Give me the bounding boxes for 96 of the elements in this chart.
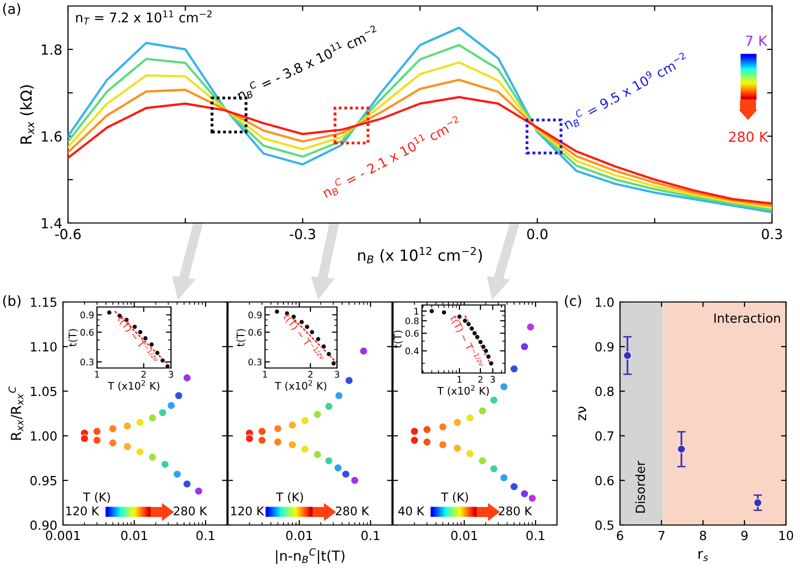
y-tick-label: 0.8: [405, 317, 419, 324]
point: [469, 326, 474, 332]
point: [160, 358, 166, 364]
x-tick-label: 1: [95, 371, 100, 378]
y-axis-title: t(T): [68, 329, 78, 347]
x-tick-label: 10: [779, 530, 794, 540]
point: [138, 329, 143, 335]
point: [478, 339, 484, 345]
y-tick-label: 0.3: [80, 358, 94, 366]
text: (b): [3, 295, 20, 308]
annotation: T (K): [441, 492, 468, 503]
point: [474, 334, 480, 340]
y-axis-title: zν: [578, 406, 586, 420]
x-tick-label: -0.3: [290, 228, 316, 240]
y-tick-label: 1: [414, 308, 418, 314]
x-tick-label: 0.1: [196, 530, 214, 540]
y-axis-title: R$_{xx}$/R$_{xx}$$^{C}$: [8, 386, 24, 440]
annotation: T (K): [83, 492, 110, 503]
y-tick-label: 1.0: [596, 297, 614, 307]
point: [677, 445, 686, 454]
text: (c): [564, 295, 582, 308]
annotation: t(T) ~ T$^{−1/zν}$: [448, 314, 484, 369]
x-tick-label: 1: [458, 376, 462, 383]
y-tick-label: 1.15: [30, 298, 56, 307]
annotation: T (K): [276, 492, 303, 503]
x-tick-label: 0.001: [46, 530, 80, 540]
x-tick-label: 0.1: [361, 530, 380, 540]
x-tick-label: 2: [141, 370, 146, 378]
y-tick-label: 0.9: [248, 312, 262, 318]
annotation: 280 K: [336, 506, 370, 516]
y-tick-label: 1.00: [30, 431, 57, 441]
point: [472, 330, 478, 336]
x-axis-title: T (x10$^{2}$ K): [108, 380, 160, 391]
text: (a): [3, 3, 20, 16]
annotation: t(T) ~ T$^{−1/zν}$: [282, 312, 325, 363]
annotation: 40 K: [398, 506, 425, 516]
annotation: 120 K: [66, 506, 100, 516]
y-tick-label: 1.8: [42, 44, 62, 55]
y-tick-label: 0.4: [405, 348, 419, 354]
y-tick-label: 1.4: [42, 218, 62, 228]
x-tick-label: 7: [658, 530, 664, 540]
x-axis-title: |n-n$_{B}$$^{C}$|t(T): [276, 548, 344, 564]
point: [466, 321, 472, 327]
annotation: 120 K: [231, 506, 264, 516]
x-tick-label: 0.01: [286, 530, 312, 540]
point: [623, 351, 632, 360]
y-tick-label: 0.6: [248, 328, 262, 336]
y-tick-label: 0.8: [595, 386, 614, 396]
y-tick-label: 0.95: [30, 476, 56, 486]
band-label: Interaction: [714, 313, 780, 323]
y-tick-label: 0.6: [595, 476, 614, 486]
x-tick-label: 0.01: [451, 530, 478, 540]
y-tick-label: 0.9: [595, 342, 614, 352]
y-tick-label: 0.3: [248, 358, 262, 366]
x-axis-title: T (x10$^{2}$ K): [437, 385, 489, 396]
annotation: 280 K: [729, 132, 768, 142]
y-tick-label: 0.6: [80, 328, 94, 336]
y-tick-label: 0.7: [595, 431, 614, 441]
x-axis-title: T (x10$^{2}$ K): [274, 380, 326, 391]
point: [486, 354, 492, 360]
x-axis-title: r$_{s}$: [698, 550, 708, 562]
annotation: n$_{B}$$^{C}$ = 9.5 x 10$^{9}$ cm$^{−2}$: [562, 52, 690, 132]
x-tick-label: 3: [334, 370, 340, 378]
y-tick-label: 1.05: [30, 386, 56, 396]
annotation: n$_{B}$$^{C}$ = - 2.1 x 10$^{11}$ cm$^{−2}$: [320, 115, 462, 200]
y-tick-label: 0.5: [595, 520, 614, 530]
point: [483, 348, 489, 354]
x-tick-label: 1: [263, 371, 268, 378]
y-tick-label: 1.10: [30, 342, 57, 352]
x-tick-label: -0.6: [55, 228, 81, 240]
x-tick-label: 0.0: [527, 228, 548, 240]
band-label: Disorder: [635, 460, 645, 513]
y-tick-label: 1.6: [42, 131, 62, 142]
annotation: 7 K: [746, 36, 768, 46]
y-tick-label: 0.90: [30, 520, 57, 530]
x-tick-label: 8: [700, 530, 706, 540]
y-axis-title: t(T): [393, 330, 403, 348]
y-tick-label: 0.6: [405, 330, 419, 337]
x-tick-label: 2: [478, 376, 482, 383]
point: [488, 360, 494, 366]
x-tick-label: 0.1: [526, 530, 544, 540]
x-tick-label: 0.01: [121, 530, 148, 540]
x-tick-label: 6: [616, 530, 624, 540]
x-tick-label: 2: [308, 370, 312, 378]
point: [754, 498, 762, 507]
annotation: 280 K: [498, 506, 532, 516]
y-axis-title: R$_{xx}$ (kΩ): [20, 85, 34, 144]
y-axis-title: t(T): [236, 329, 246, 347]
x-axis-title: n$_{B}$ (x 10$^{12}$ cm$^{−2}$): [358, 246, 482, 264]
x-tick-label: 9: [741, 530, 748, 540]
x-tick-label: 3: [168, 370, 174, 378]
x-tick-label: 0.3: [762, 228, 782, 240]
annotation: n$_{T}$ = 7.2 x 10$^{11}$ cm$^{−2}$: [76, 10, 212, 24]
x-tick-label: 3: [490, 376, 495, 383]
y-tick-label: 0.9: [80, 312, 94, 318]
annotation: 280 K: [174, 506, 208, 516]
